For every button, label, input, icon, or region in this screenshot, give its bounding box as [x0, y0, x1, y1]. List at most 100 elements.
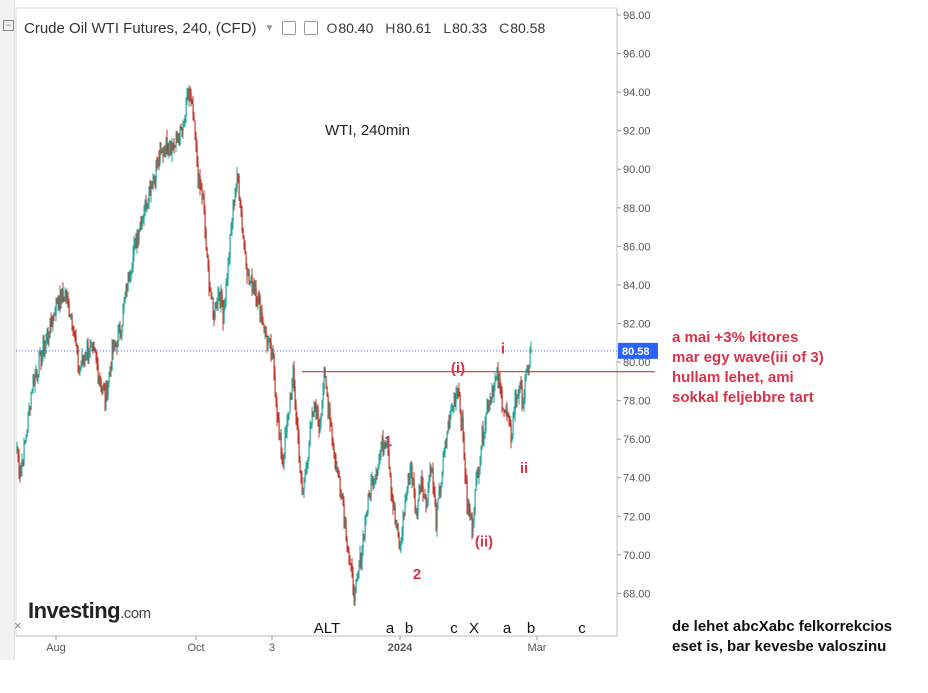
candle-body: [106, 383, 108, 397]
candle-body: [22, 460, 24, 463]
candle-body: [51, 324, 53, 326]
candle-body: [346, 538, 348, 548]
candle-body: [312, 414, 314, 417]
candle-body: [240, 206, 242, 212]
candle-body: [168, 149, 170, 152]
candle-body: [420, 477, 422, 492]
candle-body: [437, 498, 439, 504]
candle-body: [457, 389, 459, 392]
candle-body: [27, 412, 29, 431]
y-tick-label: 74.00: [623, 473, 651, 485]
candle-body: [326, 387, 328, 396]
candle-body: [389, 467, 391, 477]
candle-body: [400, 540, 402, 545]
candle-body: [57, 302, 59, 304]
open-label: O: [326, 20, 338, 36]
candle-body: [206, 247, 208, 255]
candle-body: [281, 452, 283, 457]
candle-body: [93, 346, 95, 349]
candle-body: [352, 572, 354, 593]
candle-body: [197, 163, 199, 182]
candle-body: [489, 397, 491, 406]
candle-body: [185, 100, 187, 117]
candle-body: [186, 95, 188, 101]
candle-body: [334, 452, 336, 461]
y-tick-label: 98.00: [623, 10, 651, 22]
candle-body: [328, 409, 330, 411]
candle-body: [330, 423, 332, 427]
candle-body: [439, 487, 441, 493]
candle-body: [445, 440, 447, 442]
candle-body: [20, 467, 22, 477]
candle-body: [231, 221, 233, 230]
candle-body: [205, 230, 207, 248]
candle-body: [189, 90, 191, 94]
gear-icon[interactable]: [304, 21, 319, 35]
wave-label-bottom: b: [527, 620, 535, 637]
candle-body: [110, 369, 112, 371]
candle-body: [468, 504, 470, 510]
candle-body: [427, 487, 429, 506]
candle-body: [503, 409, 505, 411]
left-toolbar[interactable]: [0, 0, 15, 660]
candle-body: [407, 475, 409, 490]
candle-body: [213, 312, 215, 318]
candle-body: [223, 306, 225, 323]
candle-body: [42, 342, 44, 356]
candle-body: [215, 303, 217, 309]
candle-body: [394, 505, 396, 521]
candle-body: [157, 158, 159, 167]
candle-body: [209, 288, 211, 292]
candle-body: [316, 407, 318, 417]
candle-body: [85, 357, 87, 360]
candle-body: [256, 298, 258, 302]
candle-body: [188, 90, 190, 99]
candle-body: [270, 341, 272, 356]
candle-body: [74, 334, 76, 337]
price-chart[interactable]: 98.00 96.00 94.00 92.00 90.00 88.00 86.00 84.00…: [0, 0, 660, 660]
candle-body: [337, 468, 339, 471]
candle-body: [448, 421, 450, 429]
candle-body: [180, 127, 182, 130]
candle-body: [378, 457, 380, 466]
candle-body: [187, 95, 189, 99]
candle-body: [388, 451, 390, 468]
candle-body: [156, 163, 158, 167]
candle-body: [144, 199, 146, 213]
candle-body: [99, 376, 101, 381]
candle-body: [426, 505, 428, 509]
candle-body: [313, 402, 315, 417]
candle-body: [236, 174, 238, 189]
candle-body: [377, 465, 379, 473]
candle-body: [362, 534, 364, 549]
symbol-title[interactable]: Crude Oil WTI Futures, 240, (CFD): [24, 19, 257, 37]
candle-body: [152, 178, 154, 189]
collapse-icon[interactable]: −: [3, 20, 14, 31]
candle-body: [261, 311, 263, 321]
candle-body: [25, 436, 27, 442]
candle-body: [21, 460, 23, 468]
candle-body: [237, 174, 239, 176]
candle-body: [174, 145, 176, 148]
candle-body: [323, 368, 325, 391]
investing-logo: Investing.com: [28, 598, 151, 624]
candle-body: [245, 254, 247, 269]
candle-body: [158, 158, 160, 163]
settings-icon[interactable]: [282, 21, 297, 35]
candle-body: [485, 412, 487, 426]
candle-body: [199, 175, 201, 188]
candle-body: [472, 521, 474, 532]
close-icon[interactable]: ×: [14, 618, 22, 633]
candle-body: [145, 199, 147, 209]
candle-body: [351, 564, 353, 573]
candle-body: [482, 427, 484, 441]
dropdown-icon[interactable]: ▼: [264, 22, 275, 34]
candle-body: [509, 417, 511, 424]
candle-body: [210, 291, 212, 299]
candle-body: [172, 142, 174, 147]
candle-body: [140, 223, 142, 229]
candle-body: [178, 141, 180, 145]
candle-body: [442, 455, 444, 474]
candle-body: [114, 340, 116, 344]
candle-body: [160, 149, 162, 152]
